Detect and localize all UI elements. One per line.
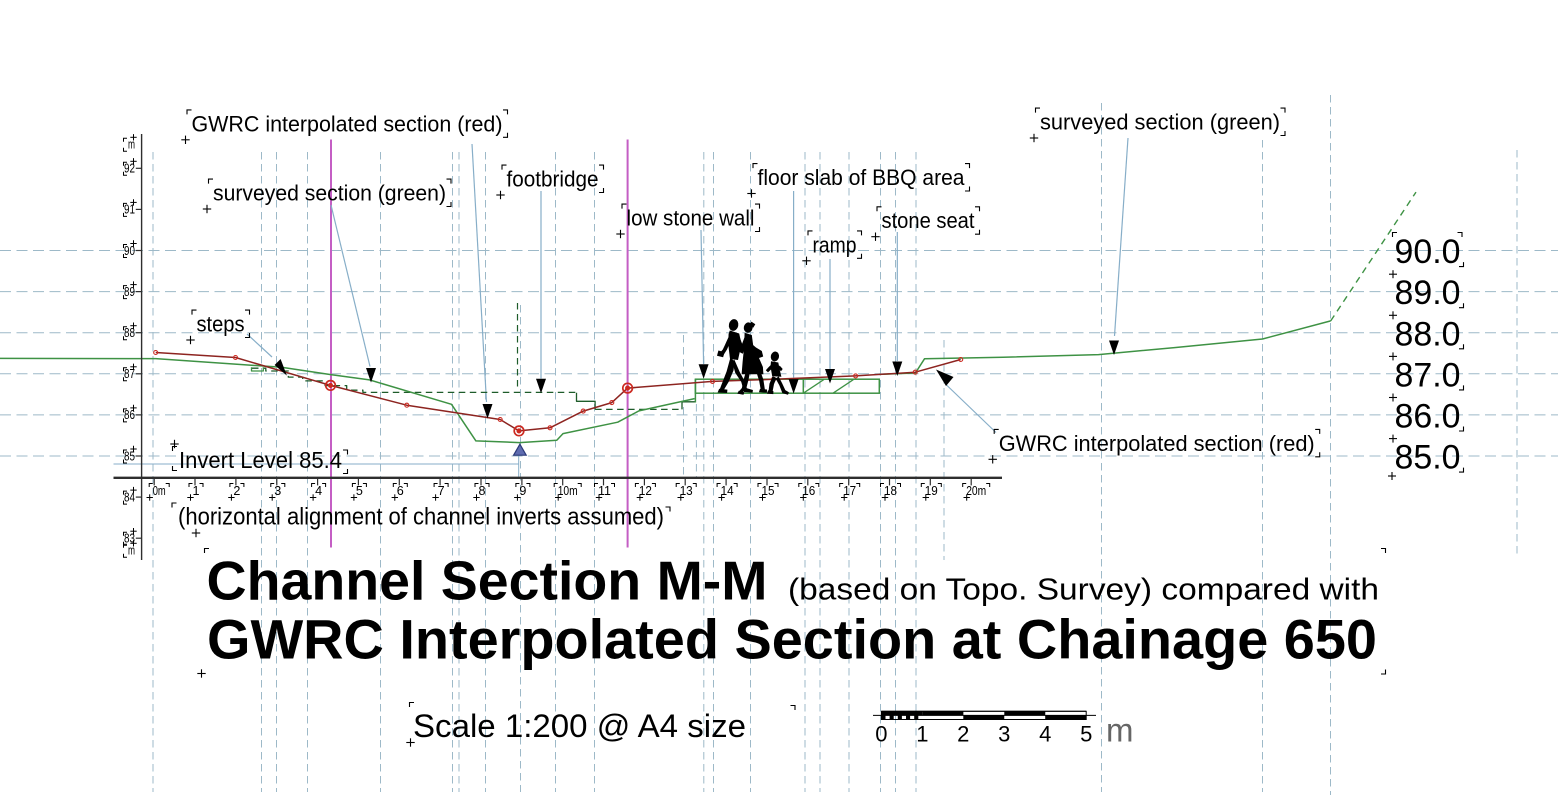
svg-text:Scale 1:200 @ A4 size: Scale 1:200 @ A4 size — [413, 708, 746, 744]
svg-text:18: 18 — [884, 484, 897, 498]
svg-text:surveyed section (green): surveyed section (green) — [213, 181, 446, 206]
svg-text:GWRC interpolated section (red: GWRC interpolated section (red) — [192, 111, 503, 136]
svg-text:10m: 10m — [558, 484, 578, 498]
svg-text:Invert Level 85.4: Invert Level 85.4 — [179, 447, 342, 473]
svg-text:88: 88 — [124, 326, 135, 340]
svg-text:88.0: 88.0 — [1395, 315, 1461, 353]
svg-text:GWRC interpolated section (red: GWRC interpolated section (red) — [999, 431, 1315, 456]
svg-text:14: 14 — [721, 484, 734, 498]
svg-text:GWRC Interpolated Section at C: GWRC Interpolated Section at Chainage 65… — [207, 608, 1377, 671]
svg-text:11: 11 — [598, 484, 611, 498]
svg-text:5: 5 — [1080, 722, 1092, 747]
svg-text:2: 2 — [957, 722, 969, 747]
svg-text:13: 13 — [680, 484, 693, 498]
svg-text:2: 2 — [233, 484, 240, 498]
svg-text:3: 3 — [998, 722, 1010, 747]
svg-text:85: 85 — [124, 449, 135, 463]
svg-text:84: 84 — [124, 490, 135, 504]
svg-text:17: 17 — [843, 484, 856, 498]
svg-text:6: 6 — [397, 484, 404, 498]
svg-text:(based on Topo. Survey) compar: (based on Topo. Survey) compared with — [788, 573, 1379, 607]
svg-text:7: 7 — [438, 484, 445, 498]
svg-text:ramp: ramp — [813, 232, 857, 257]
svg-text:9: 9 — [519, 484, 526, 498]
svg-text:16: 16 — [802, 484, 815, 498]
svg-text:19: 19 — [925, 484, 938, 498]
svg-text:1: 1 — [193, 484, 200, 498]
svg-text:4: 4 — [1039, 722, 1051, 747]
svg-text:87: 87 — [124, 367, 135, 381]
svg-text:0: 0 — [875, 722, 887, 747]
svg-text:86.0: 86.0 — [1395, 398, 1461, 436]
svg-text:5: 5 — [356, 484, 363, 498]
svg-text:3: 3 — [274, 484, 281, 498]
svg-text:92: 92 — [124, 162, 135, 176]
svg-text:surveyed section (green): surveyed section (green) — [1040, 110, 1280, 135]
svg-text:1: 1 — [916, 722, 928, 747]
svg-text:steps: steps — [197, 312, 245, 337]
svg-text:86: 86 — [124, 408, 135, 422]
svg-text:89.0: 89.0 — [1395, 274, 1461, 312]
svg-text:91: 91 — [124, 203, 135, 217]
svg-text:m: m — [1106, 712, 1134, 749]
svg-text:20m: 20m — [966, 484, 986, 498]
svg-text:8: 8 — [479, 484, 486, 498]
svg-text:Channel Section M-M: Channel Section M-M — [207, 550, 768, 612]
svg-text:m: m — [128, 544, 135, 558]
svg-text:90: 90 — [124, 244, 135, 258]
svg-text:floor slab of BBQ area: floor slab of BBQ area — [758, 165, 965, 190]
svg-text:85.0: 85.0 — [1395, 439, 1461, 477]
svg-text:stone seat: stone seat — [882, 208, 976, 233]
svg-text:89: 89 — [124, 285, 135, 299]
svg-text:m: m — [128, 138, 135, 152]
svg-text:15: 15 — [762, 484, 775, 498]
svg-text:90.0: 90.0 — [1395, 233, 1461, 271]
svg-text:footbridge: footbridge — [507, 167, 599, 192]
svg-text:83: 83 — [124, 532, 135, 546]
svg-text:4: 4 — [315, 484, 322, 498]
svg-text:(horizontal alignment of chann: (horizontal alignment of channel inverts… — [178, 504, 664, 531]
svg-text:low stone wall: low stone wall — [627, 206, 755, 231]
svg-text:12: 12 — [639, 484, 652, 498]
svg-text:0m: 0m — [153, 484, 166, 498]
svg-text:87.0: 87.0 — [1395, 356, 1461, 394]
